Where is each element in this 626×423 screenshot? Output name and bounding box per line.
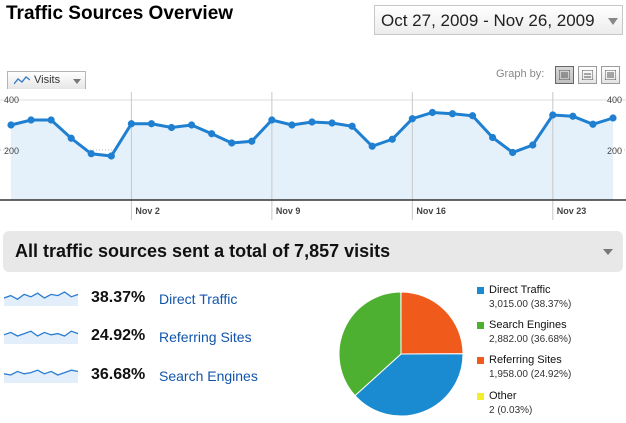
data-point [448,110,457,118]
sparkline-direct [4,291,78,306]
data-point [408,115,416,123]
source-percent: 24.92% [91,327,146,344]
graph-by-label: Graph by: [496,68,545,80]
traffic-pie-chart [336,289,466,419]
data-point [609,114,617,122]
sparkline-fill [4,292,78,306]
y-tick-label-left: 200 [4,146,19,156]
date-range-label: Oct 27, 2009 - Nov 26, 2009 [381,11,595,30]
data-point [569,112,577,120]
metric-dropdown[interactable]: Visits [7,71,86,89]
data-point [308,118,316,126]
y-tick-label-left: 400 [4,95,19,105]
data-point [87,150,95,158]
visits-chart: 400 400 200 200 Nov 2 Nov 9 Nov 16 Nov 23 [0,89,626,220]
line-chart-icon [14,76,30,85]
data-point [589,120,597,128]
sparkline-line [4,369,78,376]
data-point [529,141,537,149]
page-title: Traffic Sources Overview [6,3,234,24]
source-percent: 38.37% [91,289,146,306]
data-point [127,120,135,128]
data-point [188,121,196,129]
graph-by-day-button[interactable] [555,66,574,84]
data-point [67,134,75,142]
x-tick-label: Nov 2 [135,206,160,216]
data-point [489,133,497,142]
data-point [27,116,35,124]
graph-by-month-button[interactable] [601,66,620,84]
chevron-down-icon [73,79,81,84]
month-view-icon [605,70,616,80]
legend-value: 2,882.00 (36.68%) [489,334,572,345]
pie-slice-search-engines [338,291,402,397]
x-tick-label: Nov 16 [416,206,446,216]
metric-label: Visits [34,74,61,86]
date-range-picker[interactable]: Oct 27, 2009 - Nov 26, 2009 [374,5,623,35]
data-point [328,119,336,127]
pie-slice-referring-sites [400,291,464,355]
legend-swatch [477,322,484,329]
day-view-icon [559,70,570,80]
legend-value: 2 (0.03%) [489,405,533,416]
legend-value: 3,015.00 (38.37%) [489,299,572,310]
sparkline-search [4,369,78,383]
legend-name: Other [489,390,517,402]
data-point [509,148,517,157]
x-tick-label: Nov 9 [276,206,301,216]
y-tick-label-right: 200 [607,146,622,156]
sparkline-fill [4,331,78,344]
x-tick-label: Nov 23 [557,206,587,216]
data-point [348,122,356,130]
source-link-search-engines[interactable]: Search Engines [159,368,258,384]
data-point [248,137,256,145]
legend-swatch [477,287,484,294]
data-point [288,121,296,129]
chevron-down-icon [608,18,618,25]
legend-value: 1,958.00 (24.92%) [489,369,572,380]
data-point [468,112,477,120]
week-view-icon [582,70,593,80]
visits-chart-svg: 400 400 200 200 Nov 2 Nov 9 Nov 16 Nov 23 [0,89,626,220]
source-link-referring-sites[interactable]: Referring Sites [159,329,252,345]
sparkline-line [4,291,78,300]
data-point [368,142,376,150]
data-point [228,139,236,147]
legend-name: Referring Sites [489,354,562,366]
data-point [47,116,55,124]
graph-by-week-button[interactable] [578,66,597,84]
legend-swatch [477,393,484,400]
pie-slice-direct-traffic [354,353,464,417]
data-point [428,108,436,117]
summary-bar: All traffic sources sent a total of 7,85… [3,231,623,272]
y-tick-label-right: 400 [607,95,622,105]
sparkline-line [4,330,78,337]
legend-swatch [477,357,484,364]
data-point [549,111,557,119]
area-fill [11,112,613,200]
sparkline-referring [4,330,78,344]
data-point [167,123,176,132]
legend-name: Direct Traffic [489,284,551,296]
source-percent: 36.68% [91,366,146,383]
summary-text: All traffic sources sent a total of 7,85… [15,241,391,261]
data-point [208,130,216,138]
data-point [268,116,276,124]
data-point [7,121,15,129]
chevron-down-icon[interactable] [603,249,613,255]
source-link-direct-traffic[interactable]: Direct Traffic [159,291,238,307]
data-point [147,120,156,128]
legend-name: Search Engines [489,319,567,331]
data-point [388,135,396,143]
data-point [107,152,115,160]
pie-svg [338,291,464,417]
